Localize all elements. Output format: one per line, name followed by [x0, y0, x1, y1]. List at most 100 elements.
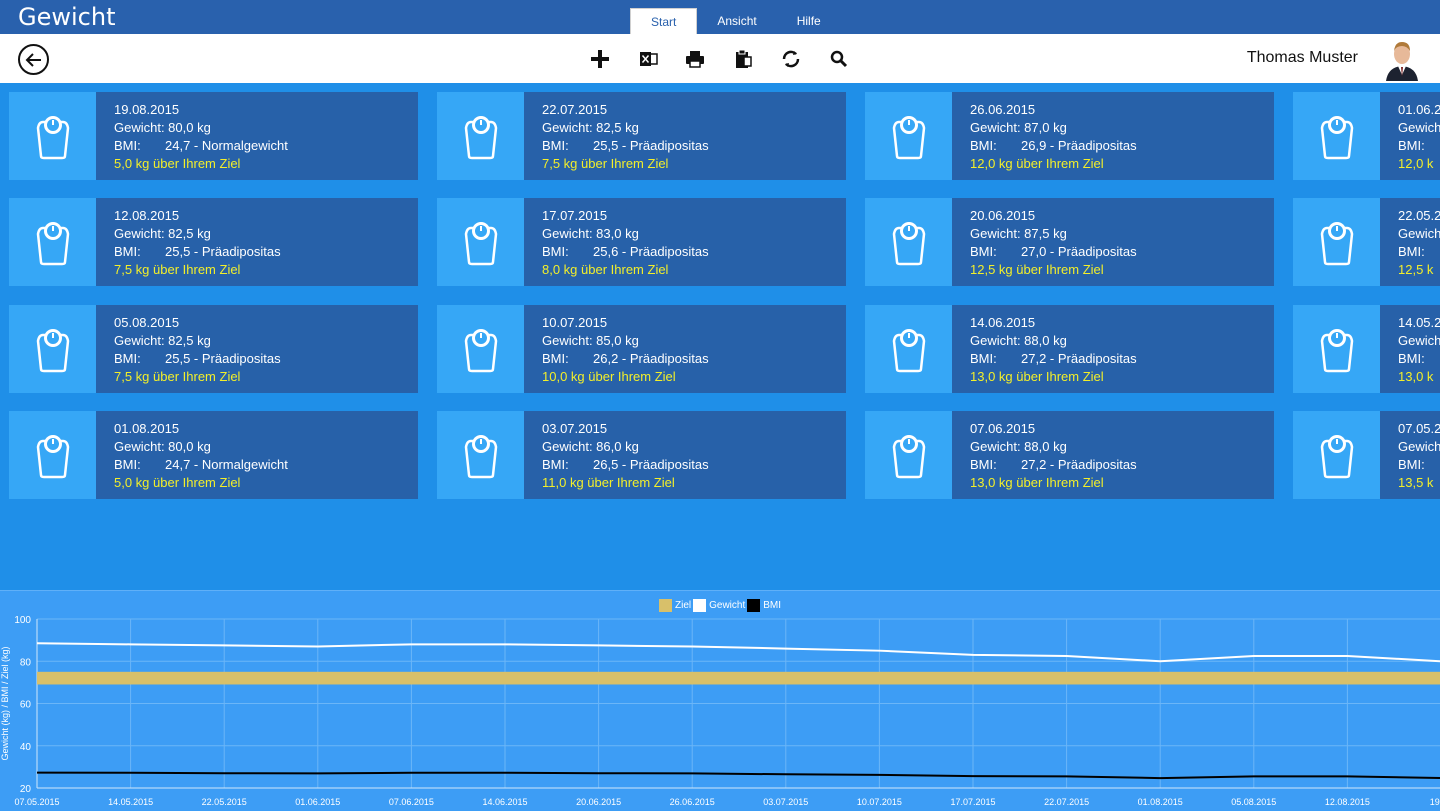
tab-ansicht[interactable]: Ansicht — [717, 14, 757, 28]
x-tick-label: 01.06.2015 — [295, 797, 340, 807]
x-tick-label: 22.05.2015 — [202, 797, 247, 807]
bmi-label: BMI: — [970, 244, 997, 259]
weight-entry-tile[interactable]: 17.07.2015 Gewicht: 83,0 kg BMI: 25,6 - Prä… — [437, 198, 846, 286]
print-button[interactable] — [684, 48, 706, 70]
sync-button[interactable] — [780, 48, 802, 70]
weight-entries-grid: 19.08.2015 Gewicht: 80,0 kg BMI: 24,7 - Nor… — [0, 83, 1440, 590]
weight-entry-tile[interactable]: 14.06.2015 Gewicht: 88,0 kg BMI: 27,2 - Prä… — [865, 305, 1274, 393]
entry-weight: Gewicht: 86,0 kg — [542, 439, 639, 454]
toolbar: Thomas Muster — [0, 34, 1440, 83]
weight-entry-tile[interactable]: 14.05.20 Gewich BMI: 13,0 k — [1293, 305, 1440, 393]
weight-entry-tile[interactable]: 03.07.2015 Gewicht: 86,0 kg BMI: 26,5 - Prä… — [437, 411, 846, 499]
entry-details: 19.08.2015 Gewicht: 80,0 kg BMI: 24,7 - Nor… — [96, 92, 418, 180]
weight-entry-tile[interactable]: 20.06.2015 Gewicht: 87,5 kg BMI: 27,0 - Prä… — [865, 198, 1274, 286]
entry-goal-diff: 10,0 kg über Ihrem Ziel — [542, 369, 676, 384]
weight-entry-tile[interactable]: 07.05.20 Gewich BMI: 13,5 k — [1293, 411, 1440, 499]
weight-entry-tile[interactable]: 07.06.2015 Gewicht: 88,0 kg BMI: 27,2 - Prä… — [865, 411, 1274, 499]
scale-icon — [865, 198, 952, 286]
bmi-label: BMI: — [1398, 457, 1425, 472]
series-gewicht-line — [36, 642, 1440, 663]
entry-bmi: 24,7 - Normalgewicht — [165, 457, 288, 472]
bmi-label: BMI: — [114, 244, 141, 259]
entry-date: 12.08.2015 — [114, 208, 180, 223]
entry-bmi-row: BMI: — [1398, 243, 1440, 261]
y-tick-label: 80 — [20, 657, 32, 668]
scale-icon — [865, 92, 952, 180]
scale-icon — [9, 411, 96, 499]
weight-entry-tile[interactable]: 26.06.2015 Gewicht: 87,0 kg BMI: 26,9 - Prä… — [865, 92, 1274, 180]
entry-bmi: 25,5 - Präadipositas — [165, 351, 281, 366]
entry-goal-diff: 7,5 kg über Ihrem Ziel — [114, 369, 241, 384]
scale-icon — [9, 305, 96, 393]
entry-bmi: 27,2 - Präadipositas — [1021, 457, 1137, 472]
entry-date: 10.07.2015 — [542, 315, 608, 330]
entry-date: 14.05.20 — [1398, 315, 1440, 330]
entry-weight: Gewicht: 82,5 kg — [542, 120, 639, 135]
entry-goal-diff: 12,5 kg über Ihrem Ziel — [970, 262, 1104, 277]
entry-details: 05.08.2015 Gewicht: 82,5 kg BMI: 25,5 - Prä… — [96, 305, 418, 393]
back-button[interactable] — [18, 44, 49, 75]
entry-details: 01.08.2015 Gewicht: 80,0 kg BMI: 24,7 - Nor… — [96, 411, 418, 499]
weight-entry-tile[interactable]: 01.08.2015 Gewicht: 80,0 kg BMI: 24,7 - Nor… — [9, 411, 418, 499]
scale-icon — [1293, 411, 1380, 499]
entry-goal-diff: 7,5 kg über Ihrem Ziel — [542, 156, 669, 171]
entry-weight: Gewicht: 85,0 kg — [542, 333, 639, 348]
entry-details: 07.05.20 Gewich BMI: 13,5 k — [1380, 411, 1440, 499]
user-name[interactable]: Thomas Muster — [1246, 49, 1358, 66]
entry-weight: Gewicht: 80,0 kg — [114, 120, 211, 135]
bmi-label: BMI: — [970, 457, 997, 472]
x-tick-label: 20.06.2015 — [576, 797, 621, 807]
series-ziel-band — [37, 671, 1440, 685]
weight-entry-tile[interactable]: 22.07.2015 Gewicht: 82,5 kg BMI: 25,5 - Prä… — [437, 92, 846, 180]
excel-export-button[interactable] — [637, 48, 659, 70]
entry-bmi: 26,9 - Präadipositas — [1021, 138, 1137, 153]
search-button[interactable] — [828, 48, 850, 70]
x-tick-label: 05.08.2015 — [1231, 797, 1276, 807]
add-icon — [591, 50, 609, 68]
entry-details: 26.06.2015 Gewicht: 87,0 kg BMI: 26,9 - Prä… — [952, 92, 1274, 180]
entry-weight: Gewicht: 88,0 kg — [970, 333, 1067, 348]
bmi-label: BMI: — [1398, 351, 1425, 366]
entry-details: 14.06.2015 Gewicht: 88,0 kg BMI: 27,2 - Prä… — [952, 305, 1274, 393]
entry-goal-diff: 13,0 kg über Ihrem Ziel — [970, 369, 1104, 384]
x-tick-label: 01.08.2015 — [1138, 797, 1183, 807]
app-title: Gewicht — [18, 3, 116, 31]
entry-weight: Gewicht: 83,0 kg — [542, 226, 639, 241]
scale-icon — [9, 198, 96, 286]
clipboard-icon — [736, 49, 752, 68]
x-tick-label: 03.07.2015 — [763, 797, 808, 807]
scale-icon — [437, 411, 524, 499]
clipboard-button[interactable] — [732, 48, 754, 70]
weight-entry-tile[interactable]: 10.07.2015 Gewicht: 85,0 kg BMI: 26,2 - Prä… — [437, 305, 846, 393]
bmi-label: BMI: — [970, 351, 997, 366]
entry-goal-diff: 12,0 kg über Ihrem Ziel — [970, 156, 1104, 171]
avatar[interactable] — [1384, 37, 1420, 81]
add-button[interactable] — [589, 48, 611, 70]
entry-details: 22.07.2015 Gewicht: 82,5 kg BMI: 25,5 - Prä… — [524, 92, 846, 180]
weight-entry-tile[interactable]: 01.06.20 Gewich BMI: 12,0 k — [1293, 92, 1440, 180]
entry-date: 14.06.2015 — [970, 315, 1036, 330]
entry-goal-diff: 13,5 k — [1398, 475, 1434, 490]
back-arrow-icon — [25, 52, 41, 67]
entry-bmi-row: BMI: — [1398, 350, 1440, 368]
scale-icon — [437, 92, 524, 180]
sync-icon — [782, 50, 800, 68]
weight-entry-tile[interactable]: 12.08.2015 Gewicht: 82,5 kg BMI: 25,5 - Prä… — [9, 198, 418, 286]
weight-entry-tile[interactable]: 05.08.2015 Gewicht: 82,5 kg BMI: 25,5 - Prä… — [9, 305, 418, 393]
x-tick-label: 14.05.2015 — [108, 797, 153, 807]
series-bmi-line — [36, 771, 1440, 780]
weight-entry-tile[interactable]: 22.05.20 Gewich BMI: 12,5 k — [1293, 198, 1440, 286]
entry-bmi-row: BMI: 26,2 - Präadipositas — [542, 350, 846, 368]
entry-bmi-row: BMI: 24,7 - Normalgewicht — [114, 456, 418, 474]
entry-bmi: 26,2 - Präadipositas — [593, 351, 709, 366]
entry-bmi: 26,5 - Präadipositas — [593, 457, 709, 472]
y-tick-label: 100 — [14, 615, 31, 626]
bmi-label: BMI: — [542, 351, 569, 366]
entry-details: 03.07.2015 Gewicht: 86,0 kg BMI: 26,5 - Prä… — [524, 411, 846, 499]
weight-entry-tile[interactable]: 19.08.2015 Gewicht: 80,0 kg BMI: 24,7 - Nor… — [9, 92, 418, 180]
entry-details: 12.08.2015 Gewicht: 82,5 kg BMI: 25,5 - Prä… — [96, 198, 418, 286]
entry-date: 05.08.2015 — [114, 315, 180, 330]
entry-date: 07.06.2015 — [970, 421, 1036, 436]
tab-hilfe[interactable]: Hilfe — [796, 14, 821, 28]
tab-start[interactable]: Start — [630, 8, 698, 35]
